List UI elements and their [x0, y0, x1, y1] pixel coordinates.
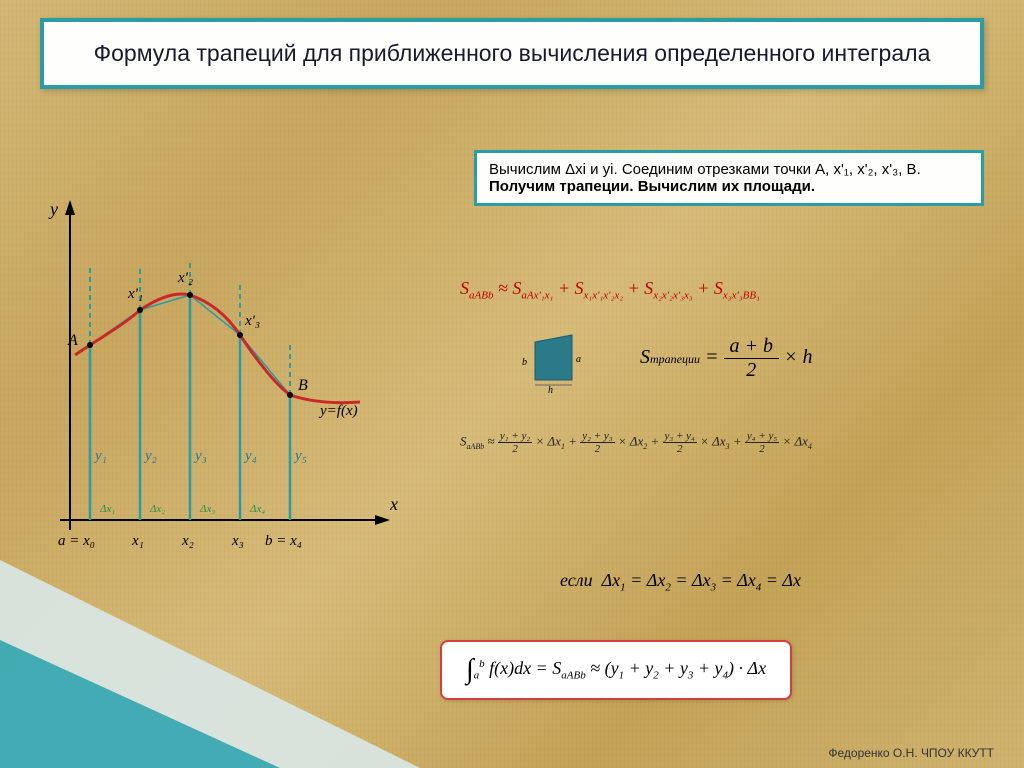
formula-sum-areas: SaABb ≈ SaAx'₁x₁ + Sx₁x'₁x'₂x₂ + Sx₂x'₂x…: [460, 278, 760, 302]
y-axis-label: y: [48, 199, 58, 219]
description-box: Вычислим Δxi и yi. Соединим отрезками то…: [474, 150, 984, 206]
point-x1p: x'₁: [127, 286, 143, 302]
chart-svg: y x A x'₁ x'₂ x'₃ B y=f(x) y₁: [20, 190, 420, 610]
point-x2p: x'₂: [177, 270, 193, 286]
trapezoid-area-formula: Sтрапеции = a + b2 × h: [640, 335, 813, 382]
description-line2: Получим трапеции. Вычислим их площади.: [489, 178, 969, 195]
trapezoid-icon: b a h: [520, 330, 600, 405]
curve-label: y=f(x): [318, 403, 358, 419]
svg-text:Δx₄: Δx₄: [249, 503, 265, 515]
point-B: B: [298, 377, 308, 394]
svg-text:y₁: y₁: [93, 448, 107, 464]
svg-text:x₃: x₃: [231, 533, 244, 549]
svg-text:a: a: [576, 354, 581, 365]
svg-text:h: h: [548, 385, 553, 396]
title-box: Формула трапеций для приближенного вычис…: [40, 18, 984, 89]
svg-text:a = x₀: a = x₀: [58, 533, 95, 549]
final-formula-box: ∫ab f(x)dx = SaABb ≈ (y1 + y2 + y3 + y4)…: [440, 640, 792, 700]
delta-equal-condition: если Δx1 = Δx2 = Δx3 = Δx4 = Δx: [560, 570, 801, 594]
description-line1: Вычислим Δxi и yi. Соединим отрезками то…: [489, 161, 969, 178]
svg-text:x₂: x₂: [181, 533, 194, 549]
svg-text:Δx₁: Δx₁: [99, 503, 115, 515]
svg-text:y₂: y₂: [143, 448, 157, 464]
svg-text:b = x₄: b = x₄: [265, 533, 302, 549]
svg-text:Δx₃: Δx₃: [199, 503, 215, 515]
expanded-sum-formula: SaABb ≈ y₁ + y₂2 × Δx1 + y₂ + y₃2 × Δx2 …: [460, 430, 812, 455]
svg-text:b: b: [522, 357, 527, 368]
slide-title: Формула трапеций для приближенного вычис…: [74, 40, 950, 67]
svg-text:y₃: y₃: [193, 448, 207, 464]
svg-text:Δx₂: Δx₂: [149, 503, 165, 515]
svg-text:y₅: y₅: [293, 448, 307, 464]
point-A: A: [67, 332, 78, 349]
chart-diagram: y x A x'₁ x'₂ x'₃ B y=f(x) y₁: [20, 190, 420, 610]
svg-text:y₄: y₄: [243, 448, 257, 464]
point-x3p: x'₃: [244, 313, 260, 329]
attribution: Федоренко О.Н. ЧПОУ ККУТТ: [828, 746, 994, 760]
svg-text:x₁: x₁: [131, 533, 144, 549]
x-axis-label: x: [389, 494, 398, 514]
